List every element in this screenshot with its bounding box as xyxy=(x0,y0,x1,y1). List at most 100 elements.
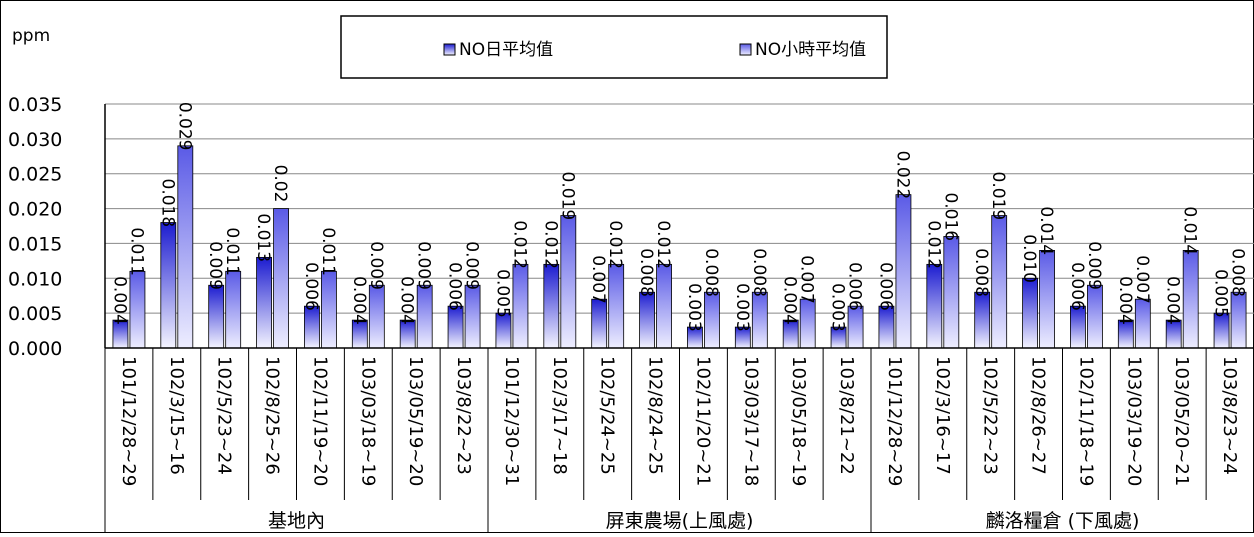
legend: NO日平均值 NO小時平均值 xyxy=(340,15,888,79)
x-tick-label: 102/5/22~23 xyxy=(980,356,1001,475)
data-label: 0.019 xyxy=(557,172,577,221)
data-label: 0.004 xyxy=(349,276,369,325)
bar-hourly-avg xyxy=(751,291,768,349)
data-label: 0.013 xyxy=(253,213,273,262)
bar-daily-avg xyxy=(160,222,177,349)
x-tick-label: 103/05/19~20 xyxy=(405,356,426,486)
data-label: 0.019 xyxy=(988,172,1008,221)
data-label: 0.009 xyxy=(462,241,482,290)
data-label: 0.018 xyxy=(157,179,177,228)
data-label: 0.003 xyxy=(684,283,704,332)
bar-daily-avg xyxy=(591,298,608,349)
bar-daily-avg xyxy=(878,305,895,349)
data-label: 0.029 xyxy=(174,102,194,151)
x-tick-label: 101/12/28~29 xyxy=(884,356,905,486)
x-tick-label: 102/3/17~18 xyxy=(549,356,570,475)
x-tick-label: 102/5/23~24 xyxy=(214,356,235,475)
group-label: 基地內 xyxy=(268,510,325,532)
bar-daily-avg xyxy=(304,305,320,349)
bar-daily-avg xyxy=(974,291,991,349)
x-tick-label: 102/8/25~26 xyxy=(262,356,283,475)
y-tick-label: 0.000 xyxy=(8,338,62,360)
bar-hourly-avg xyxy=(177,145,194,349)
x-tick-label: 102/8/24~25 xyxy=(645,356,666,475)
y-tick-label: 0.005 xyxy=(8,303,62,325)
bar-daily-avg xyxy=(1070,305,1086,349)
bar-hourly-avg xyxy=(847,305,864,349)
data-label: 0.004 xyxy=(780,276,800,325)
bar-hourly-avg xyxy=(1134,298,1151,349)
y-tick-label: 0.015 xyxy=(8,233,62,255)
x-tick-label: 101/12/30~31 xyxy=(501,356,522,486)
data-label: 0.005 xyxy=(1211,269,1231,318)
bar-daily-avg xyxy=(1022,277,1038,349)
bar-daily-avg xyxy=(447,305,464,349)
bar-hourly-avg xyxy=(560,215,577,349)
data-label: 0.02 xyxy=(270,165,290,203)
bar-hourly-avg xyxy=(129,270,146,349)
bar-daily-avg xyxy=(256,256,272,349)
data-label: 0.012 xyxy=(923,220,943,269)
bar-hourly-avg xyxy=(656,263,672,349)
x-tick-label: 102/11/19~20 xyxy=(309,356,330,486)
data-label: 0.004 xyxy=(1163,276,1183,325)
x-tick-label: 102/11/18~19 xyxy=(1075,356,1096,486)
data-label: 0.012 xyxy=(540,220,560,269)
bar-hourly-avg xyxy=(273,208,289,349)
data-label: 0.009 xyxy=(1084,241,1104,290)
x-tick-label: 103/8/23~24 xyxy=(1219,356,1240,475)
data-label: 0.022 xyxy=(892,151,912,200)
data-label: 0.014 xyxy=(1180,206,1200,255)
bar-hourly-avg xyxy=(512,263,529,349)
x-tick-label: 103/03/19~20 xyxy=(1123,356,1144,486)
bar-daily-avg xyxy=(1213,312,1230,349)
data-label: 0.011 xyxy=(126,227,146,276)
data-label: 0.009 xyxy=(205,241,225,290)
bar-hourly-avg xyxy=(368,284,385,349)
data-label: 0.012 xyxy=(653,220,673,269)
data-label: 0.007 xyxy=(1132,255,1152,304)
data-label: 0.003 xyxy=(732,283,752,332)
bar-hourly-avg xyxy=(464,284,481,349)
bar-daily-avg xyxy=(926,263,943,349)
bar-daily-avg xyxy=(543,263,560,349)
data-label: 0.006 xyxy=(845,262,865,311)
y-tick-label: 0.035 xyxy=(8,94,62,116)
data-label: 0.008 xyxy=(749,248,769,297)
bar-hourly-avg xyxy=(799,298,816,349)
data-label: 0.003 xyxy=(828,283,848,332)
bar-hourly-avg xyxy=(704,291,720,349)
x-tick-label: 102/3/16~17 xyxy=(932,356,953,475)
data-label: 0.009 xyxy=(414,241,434,290)
legend-label-day: NO日平均值 xyxy=(459,40,553,60)
data-label: 0.006 xyxy=(875,262,895,311)
legend-swatch-hour xyxy=(739,43,752,56)
bar-daily-avg xyxy=(495,312,512,349)
x-tick-label: 103/05/20~21 xyxy=(1171,356,1192,486)
group-label: 屏東農場(上風處) xyxy=(606,510,754,532)
data-label: 0.008 xyxy=(971,248,991,297)
data-label: 0.007 xyxy=(797,255,817,304)
data-label: 0.006 xyxy=(301,262,321,311)
x-tick-label: 103/03/17~18 xyxy=(740,356,761,486)
data-label: 0.008 xyxy=(701,248,721,297)
y-tick-label: 0.010 xyxy=(8,268,62,290)
x-tick-label: 102/11/20~21 xyxy=(692,356,713,486)
bar-hourly-avg xyxy=(1087,284,1103,349)
x-tick-label: 102/8/26~27 xyxy=(1028,356,1049,475)
x-tick-label: 103/05/18~19 xyxy=(788,356,809,486)
data-label: 0.011 xyxy=(318,227,338,276)
bar-hourly-avg xyxy=(416,284,433,349)
data-label: 0.012 xyxy=(509,220,529,269)
x-tick-label: 103/8/21~22 xyxy=(836,356,857,475)
legend-label-hour: NO小時平均值 xyxy=(755,40,866,60)
bar-hourly-avg xyxy=(943,236,960,349)
bar-hourly-avg xyxy=(321,270,337,349)
y-axis-label: ppm xyxy=(12,26,50,46)
data-label: 0.004 xyxy=(109,276,129,325)
data-label: 0.008 xyxy=(636,248,656,297)
data-label: 0.014 xyxy=(1036,206,1056,255)
data-label: 0.007 xyxy=(588,255,608,304)
